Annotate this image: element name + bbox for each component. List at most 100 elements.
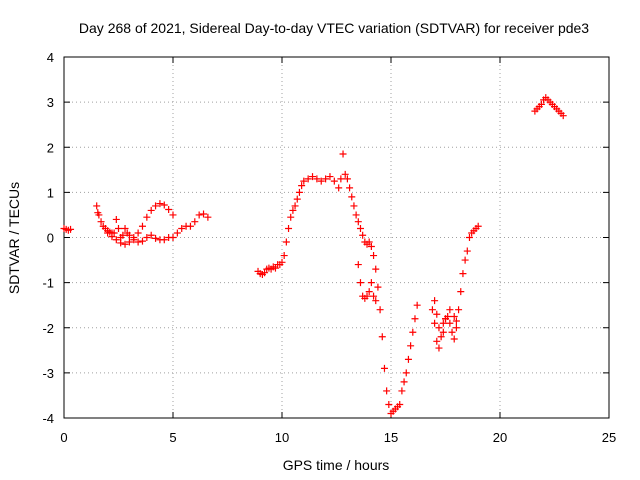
data-point <box>435 344 443 352</box>
data-point <box>287 213 295 221</box>
data-point <box>435 324 443 332</box>
data-point <box>442 315 449 323</box>
data-point <box>125 231 133 239</box>
data-point <box>474 222 482 230</box>
data-point <box>452 324 460 332</box>
data-point <box>309 173 317 181</box>
data-point <box>354 261 362 269</box>
data-point <box>291 202 299 210</box>
data-point <box>337 175 345 183</box>
data-point <box>156 200 164 208</box>
data-point <box>439 328 447 336</box>
data-point <box>365 288 373 296</box>
data-point <box>326 173 334 181</box>
data-point <box>400 378 408 386</box>
data-point <box>147 206 155 214</box>
x-axis-label: GPS time / hours <box>283 457 390 473</box>
data-point <box>195 211 203 219</box>
data-point <box>330 177 338 185</box>
data-point <box>457 288 465 296</box>
data-point <box>112 215 120 223</box>
x-tick-label: 5 <box>169 430 176 445</box>
data-point <box>437 333 445 341</box>
y-tick-label: -2 <box>42 321 54 336</box>
y-tick-label: -1 <box>42 276 54 291</box>
data-point <box>271 264 279 272</box>
data-point <box>147 231 155 239</box>
data-point <box>191 218 199 226</box>
data-point <box>448 328 456 336</box>
data-point <box>169 234 177 241</box>
data-point <box>97 218 105 226</box>
data-point <box>112 236 120 244</box>
chart-title: Day 268 of 2021, Sidereal Day-to-day VTE… <box>79 20 589 36</box>
data-point <box>119 231 127 239</box>
data-point <box>178 224 186 232</box>
data-point <box>459 270 467 278</box>
y-tick-label: 4 <box>47 50 54 65</box>
data-point <box>115 224 122 232</box>
y-tick-label: 3 <box>47 95 54 110</box>
data-point <box>407 342 415 350</box>
data-point <box>450 335 458 343</box>
data-point <box>134 238 142 246</box>
data-point <box>537 100 545 108</box>
data-point <box>278 258 286 266</box>
data-point <box>121 224 129 232</box>
axis-ticks: 0 5 10 15 20 25 -4 -3 -2 -1 0 1 2 3 4 <box>42 50 616 445</box>
data-point <box>152 234 160 242</box>
data-point <box>169 211 177 219</box>
data-point <box>289 206 297 214</box>
y-tick-label: -4 <box>42 411 54 426</box>
data-point <box>352 211 360 219</box>
data-point <box>380 364 388 372</box>
data-point <box>402 369 410 377</box>
data-point <box>160 236 168 244</box>
data-point <box>431 319 439 327</box>
data-point <box>372 297 380 305</box>
data-point <box>383 387 391 395</box>
data-point <box>396 400 404 408</box>
data-point <box>463 247 471 255</box>
x-tick-label: 20 <box>493 430 507 445</box>
y-tick-label: -3 <box>42 366 54 381</box>
data-point <box>298 182 306 190</box>
data-point <box>350 202 358 210</box>
data-point <box>372 265 380 273</box>
data-point <box>138 237 146 245</box>
data-point <box>370 292 378 300</box>
data-point <box>152 202 160 210</box>
data-point <box>121 240 129 248</box>
data-point <box>173 229 181 237</box>
data-point <box>367 279 375 287</box>
data-point <box>186 222 194 230</box>
data-point <box>404 355 412 363</box>
data-point <box>439 319 447 327</box>
data-point <box>450 312 458 320</box>
x-tick-label: 10 <box>275 430 289 445</box>
data-point <box>370 252 378 260</box>
data-point <box>409 328 417 336</box>
x-tick-label: 25 <box>602 430 616 445</box>
data-point <box>446 306 454 314</box>
data-point <box>125 238 133 246</box>
data-point <box>359 231 367 239</box>
y-tick-label: 2 <box>47 140 54 155</box>
data-point <box>95 211 103 219</box>
data-point <box>385 400 393 408</box>
data-point <box>293 195 301 203</box>
x-tick-label: 0 <box>60 430 67 445</box>
data-point <box>346 184 354 192</box>
data-point <box>452 317 460 325</box>
data-point <box>285 224 293 232</box>
data-point <box>134 229 142 237</box>
data-point <box>433 310 441 318</box>
data-point <box>104 229 112 237</box>
data-point <box>280 252 288 260</box>
data-point <box>313 175 321 183</box>
data-point <box>93 202 101 210</box>
data-points <box>60 94 567 417</box>
data-point <box>343 175 351 183</box>
data-point <box>348 193 356 201</box>
data-point <box>398 387 406 395</box>
